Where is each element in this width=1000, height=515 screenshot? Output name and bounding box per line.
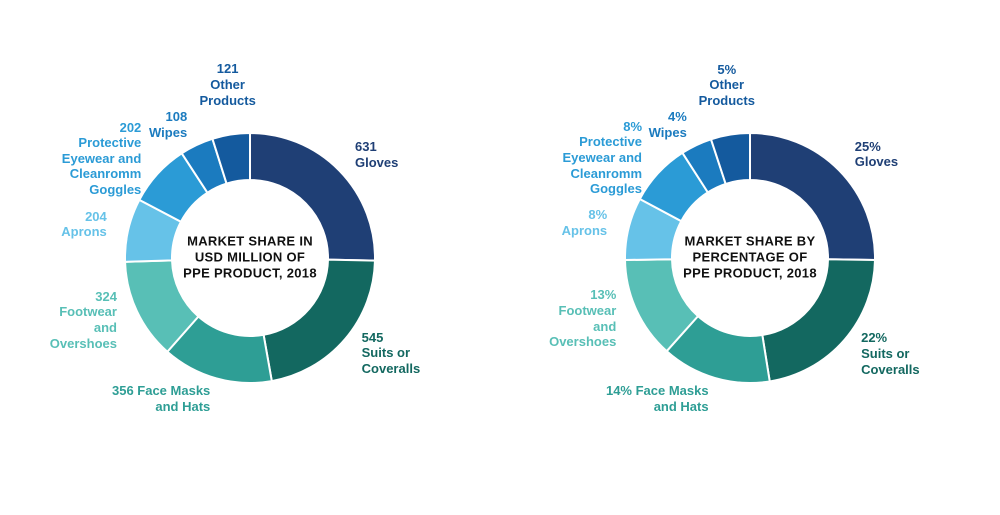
donut-usd-svg [120,128,380,388]
slice-label: 13% Footwear and Overshoes [549,287,616,349]
slice-suits-or-coveralls [762,259,875,381]
slice-label: 121 Other Products [178,61,278,108]
slice-label: 14% Face Masks and Hats [606,383,709,414]
chart-usd: MARKET SHARE IN USD MILLION OF PPE PRODU… [0,0,500,515]
slice-gloves [250,133,375,261]
slice-label: 5% Other Products [677,62,777,109]
charts-container: MARKET SHARE IN USD MILLION OF PPE PRODU… [0,0,1000,515]
slice-gloves [750,133,875,260]
donut-pct-svg [620,128,880,388]
slice-label: 356 Face Masks and Hats [112,383,210,414]
slice-label: 8% Aprons [562,207,608,238]
slice-label: 204 Aprons [61,209,107,240]
slice-suits-or-coveralls [264,259,375,380]
slice-label: 324 Footwear and Overshoes [50,289,117,351]
chart-pct: MARKET SHARE BY PERCENTAGE OF PPE PRODUC… [500,0,1000,515]
